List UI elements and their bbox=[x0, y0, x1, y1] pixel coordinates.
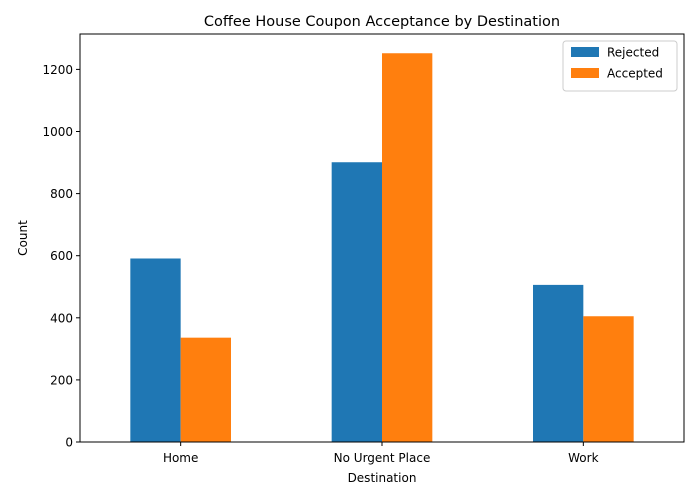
bars-group bbox=[130, 53, 634, 443]
x-axis: Home No Urgent Place Work bbox=[163, 442, 599, 465]
bar-accepted-no-urgent-place bbox=[382, 53, 433, 442]
bar-rejected-no-urgent-place bbox=[331, 162, 382, 443]
bar-rejected-home bbox=[130, 258, 181, 442]
y-tick-label: 600 bbox=[50, 249, 73, 263]
y-tick-label: 200 bbox=[50, 373, 73, 387]
legend: Rejected Accepted bbox=[562, 40, 678, 92]
y-tick-label: 1000 bbox=[42, 125, 73, 139]
bar-accepted-work bbox=[583, 316, 634, 442]
y-tick-label: 800 bbox=[50, 187, 73, 201]
y-tick-label: 1200 bbox=[42, 63, 73, 77]
x-tick-label: No Urgent Place bbox=[334, 451, 431, 465]
y-tick-label: 0 bbox=[65, 436, 73, 450]
legend-label-rejected: Rejected bbox=[607, 46, 659, 60]
y-axis: 0 200 400 600 800 1000 1200 bbox=[42, 63, 80, 450]
legend-label-accepted: Accepted bbox=[607, 67, 663, 81]
x-tick-label: Home bbox=[163, 451, 198, 465]
y-tick-label: 400 bbox=[50, 311, 73, 325]
legend-swatch-accepted bbox=[571, 68, 599, 78]
bar-accepted-home bbox=[180, 337, 231, 442]
chart-title: Coffee House Coupon Acceptance by Destin… bbox=[204, 14, 560, 30]
x-axis-label: Destination bbox=[348, 471, 417, 485]
bar-rejected-work bbox=[533, 284, 584, 442]
x-tick-label: Work bbox=[568, 451, 598, 465]
y-axis-label: Count bbox=[16, 220, 30, 256]
legend-swatch-rejected bbox=[571, 47, 599, 57]
